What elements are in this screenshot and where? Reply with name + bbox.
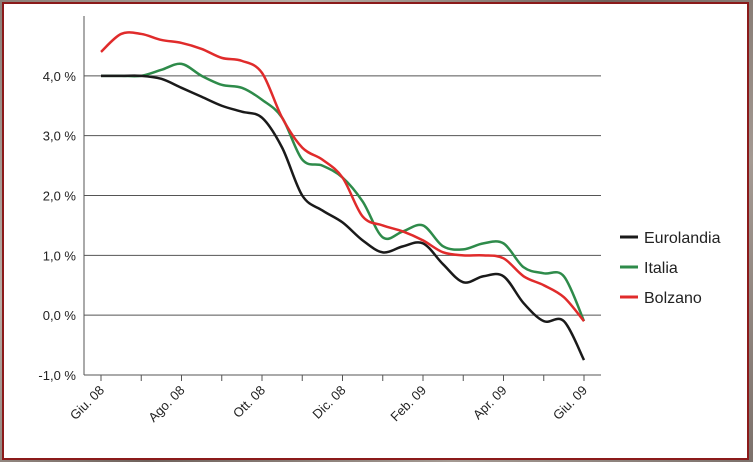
x-tick-label: Giu. 08 <box>67 383 107 423</box>
series-line-bolzano <box>100 31 585 322</box>
y-tick-label: -1,0 % <box>38 368 76 383</box>
legend-label-italia: Italia <box>644 260 678 277</box>
x-tick-label: Feb. 09 <box>387 383 429 425</box>
line-chart: -1,0 % 0,0 % 1,0 % 2,0 % 3,0 % 4,0 % Giu. 08 Ag… <box>38 16 721 425</box>
y-tick-label: 2,0 % <box>43 189 77 204</box>
series-line-italia <box>101 62 586 322</box>
series-line-eurolandia <box>101 74 586 361</box>
x-tick-label: Apr. 09 <box>470 383 510 423</box>
x-tick-label: Dic. 08 <box>309 383 348 422</box>
y-tick-label: 3,0 % <box>43 129 77 144</box>
legend-label-eurolandia: Eurolandia <box>644 230 721 247</box>
x-tick-label: Ago. 08 <box>145 383 187 425</box>
legend-label-bolzano: Bolzano <box>644 290 702 307</box>
y-tick-label: 1,0 % <box>43 248 77 263</box>
y-tick-label: 0,0 % <box>43 308 77 323</box>
y-tick-label: 4,0 % <box>43 69 77 84</box>
x-tick-label: Giu. 09 <box>550 383 590 423</box>
x-tick-label: Ott. 08 <box>230 383 268 421</box>
